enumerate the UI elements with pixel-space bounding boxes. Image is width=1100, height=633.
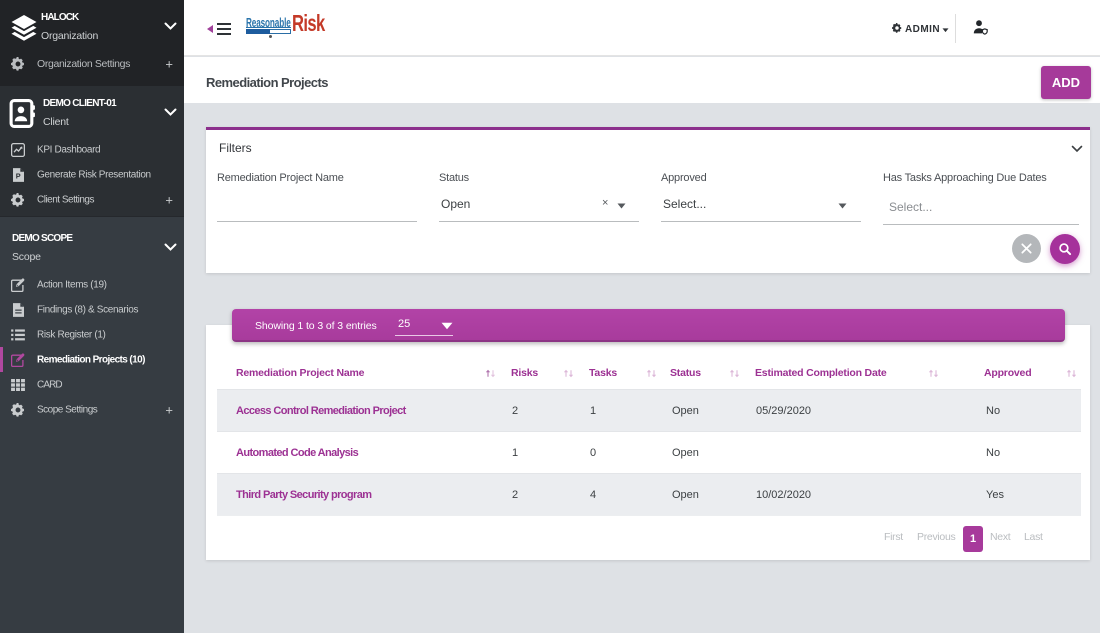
svg-text:P: P bbox=[16, 171, 21, 180]
